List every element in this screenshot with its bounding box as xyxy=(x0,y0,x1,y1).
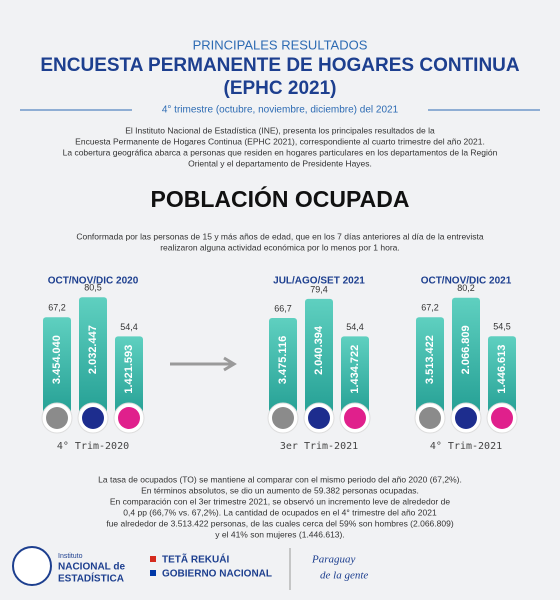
kicker: PRINCIPALES RESULTADOS xyxy=(193,37,368,52)
icon xyxy=(82,407,104,429)
closing: La tasa de ocupados (TO) se mantiene al … xyxy=(98,474,462,539)
group-footer: 3er Trim-2021 xyxy=(280,441,358,452)
rate-label: 54,5 xyxy=(493,322,511,332)
bar xyxy=(79,297,107,418)
section-desc: realizaron alguna actividad económica po… xyxy=(160,242,400,252)
closing-line: La tasa de ocupados (TO) se mantiene al … xyxy=(98,474,462,484)
closing-line: fue alrededor de 3.513.422 personas, de … xyxy=(106,518,453,528)
group-footer: 4° Trim-2020 xyxy=(57,441,129,452)
rate-label: 79,4 xyxy=(310,284,328,294)
period: 4° trimestre (octubre, noviembre, diciem… xyxy=(162,105,399,116)
title: ENCUESTA PERMANENTE DE HOGARES CONTINUA xyxy=(40,55,520,76)
bar xyxy=(488,336,516,418)
icon xyxy=(46,407,68,429)
count-label: 3.454.040 xyxy=(51,335,63,384)
intro: El Instituto Nacional de Estadística (IN… xyxy=(63,125,498,168)
icon xyxy=(344,407,366,429)
count-label: 2.066.809 xyxy=(460,325,472,374)
bar xyxy=(269,317,297,418)
count-label: 2.032.447 xyxy=(87,325,99,374)
rate-label: 67,2 xyxy=(421,303,439,313)
closing-line: y el 41% son mujeres (1.446.613). xyxy=(215,529,344,539)
group-title: OCT/NOV/DIC 2020 xyxy=(48,276,139,287)
flag xyxy=(150,570,156,576)
intro-line: Oriental y el departamento de Presidente… xyxy=(188,158,372,168)
closing-line: 0,4 pp (66,7% vs. 67,2%). La cantidad de… xyxy=(123,507,437,517)
rate-label: 80,5 xyxy=(84,283,102,293)
closing-line: En comparación con el 3er trimestre 2021… xyxy=(110,496,450,506)
groups: OCT/NOV/DIC 2020 4° Trim-2020 67,2 3.454.04… xyxy=(41,276,518,452)
icon xyxy=(272,407,294,429)
slogan: de la gente xyxy=(320,570,368,582)
bar xyxy=(416,317,444,418)
seal xyxy=(12,546,52,586)
ine-text: Instituto xyxy=(58,553,83,560)
icon xyxy=(455,407,477,429)
rate-label: 54,4 xyxy=(120,322,138,332)
title: (EPHC 2021) xyxy=(224,78,337,99)
intro-line: Encuesta Permanente de Hogares Continua … xyxy=(75,136,485,146)
slogan: Paraguay xyxy=(311,554,356,566)
section-desc: Conformada por las personas de 15 y más … xyxy=(76,231,484,241)
count-label: 1.434.722 xyxy=(349,345,361,394)
icon xyxy=(308,407,330,429)
count-label: 3.513.422 xyxy=(424,335,436,384)
count-label: 1.421.593 xyxy=(123,345,135,394)
icon xyxy=(491,407,513,429)
rate-label: 67,2 xyxy=(48,303,66,313)
closing-line: En términos absolutos, se dio un aumento… xyxy=(141,485,419,495)
group-title: OCT/NOV/DIC 2021 xyxy=(421,276,512,287)
intro-line: La cobertura geográfica abarca a persona… xyxy=(63,147,498,157)
arrow xyxy=(170,356,237,372)
intro-line: El Instituto Nacional de Estadística (IN… xyxy=(125,125,435,135)
rate-label: 66,7 xyxy=(274,303,292,313)
rate-label: 80,2 xyxy=(457,283,475,293)
gov-text: GOBIERNO NACIONAL xyxy=(162,569,272,580)
rate-label: 54,4 xyxy=(346,322,364,332)
ine-text: ESTADÍSTICA xyxy=(58,572,124,585)
group-title: JUL/AGO/SET 2021 xyxy=(273,276,365,287)
bar xyxy=(341,336,369,418)
group-footer: 4° Trim-2021 xyxy=(430,441,502,452)
icon xyxy=(419,407,441,429)
bar xyxy=(115,336,143,418)
section-title: POBLACIÓN OCUPADA xyxy=(151,185,410,212)
bar xyxy=(43,317,71,418)
flag xyxy=(150,556,156,562)
icon xyxy=(118,407,140,429)
bar xyxy=(305,298,333,418)
bar xyxy=(452,297,480,418)
count-label: 2.040.394 xyxy=(313,325,325,375)
ine-text: NACIONAL de xyxy=(58,562,125,573)
count-label: 3.475.116 xyxy=(277,336,289,384)
gov-text: TETÃ REKUÁI xyxy=(162,553,229,566)
count-label: 1.446.613 xyxy=(496,345,508,394)
